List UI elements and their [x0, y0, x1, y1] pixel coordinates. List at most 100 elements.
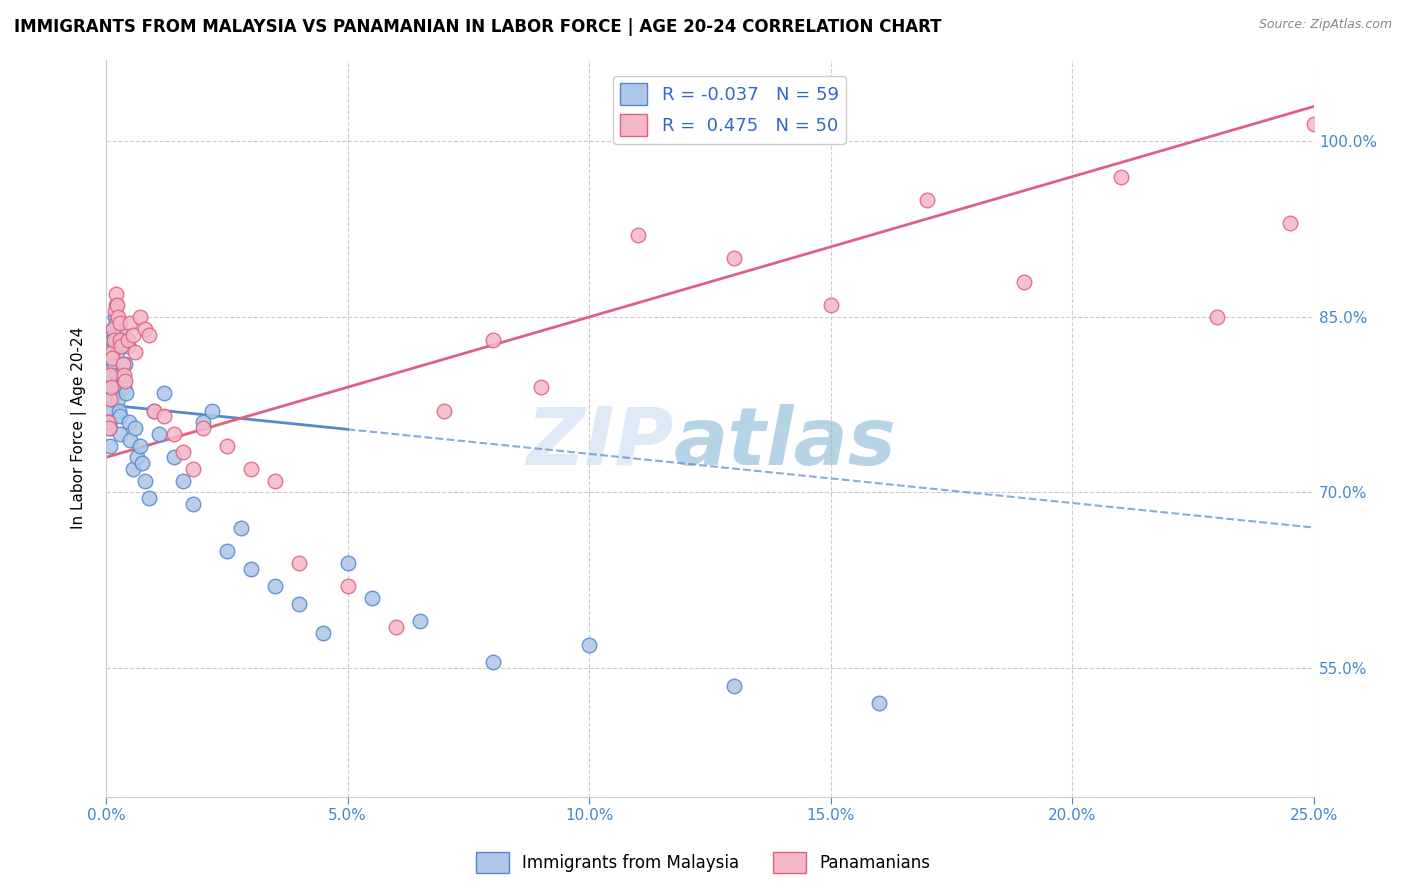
Point [124, 421, 146, 435]
Point [98, 439, 121, 453]
Point [1012, 275, 1035, 289]
Point [134, 474, 156, 488]
Point [101, 351, 124, 365]
Point [103, 357, 125, 371]
Point [172, 444, 194, 458]
Point [104, 286, 127, 301]
Point [215, 439, 238, 453]
Point [239, 462, 262, 476]
Point [288, 597, 311, 611]
Point [112, 368, 135, 383]
Point [1278, 216, 1301, 230]
Point [101, 345, 124, 359]
Point [114, 357, 136, 371]
Point [723, 679, 745, 693]
Point [191, 415, 214, 429]
Point [215, 544, 238, 558]
Point [138, 491, 160, 506]
Point [98, 421, 121, 435]
Point [111, 357, 134, 371]
Point [115, 386, 138, 401]
Point [103, 321, 125, 335]
Point [336, 579, 359, 593]
Point [100, 362, 122, 376]
Point [120, 316, 142, 330]
Point [117, 339, 139, 353]
Point [626, 228, 648, 243]
Text: Source: ZipAtlas.com: Source: ZipAtlas.com [1258, 18, 1392, 31]
Point [108, 409, 131, 424]
Point [191, 421, 214, 435]
Point [110, 339, 132, 353]
Point [868, 696, 890, 710]
Point [112, 380, 135, 394]
Point [114, 375, 136, 389]
Point [104, 298, 127, 312]
Point [108, 403, 131, 417]
Point [153, 409, 176, 424]
Point [101, 392, 124, 406]
Point [110, 334, 132, 348]
Point [120, 433, 142, 447]
Point [433, 403, 456, 417]
Point [104, 304, 127, 318]
Point [131, 456, 153, 470]
Point [231, 520, 253, 534]
Point [148, 427, 170, 442]
Point [104, 327, 127, 342]
Point [98, 415, 121, 429]
Point [107, 375, 129, 389]
Point [312, 626, 335, 640]
Point [409, 614, 432, 628]
Point [288, 556, 311, 570]
Point [264, 474, 287, 488]
Point [163, 450, 186, 465]
Point [98, 421, 121, 435]
Legend: Immigrants from Malaysia, Panamanians: Immigrants from Malaysia, Panamanians [470, 846, 936, 880]
Y-axis label: In Labor Force | Age 20-24: In Labor Force | Age 20-24 [72, 327, 87, 529]
Point [98, 368, 121, 383]
Point [134, 321, 156, 335]
Point [143, 403, 166, 417]
Point [360, 591, 382, 605]
Point [481, 334, 503, 348]
Point [105, 298, 128, 312]
Point [117, 334, 139, 348]
Point [118, 415, 141, 429]
Point [108, 316, 131, 330]
Point [100, 380, 122, 394]
Point [264, 579, 287, 593]
Point [201, 403, 224, 417]
Point [103, 321, 125, 335]
Point [336, 556, 359, 570]
Point [101, 345, 124, 359]
Point [153, 386, 176, 401]
Point [104, 316, 127, 330]
Point [127, 450, 149, 465]
Point [107, 392, 129, 406]
Point [111, 327, 134, 342]
Point [97, 403, 120, 417]
Point [105, 368, 128, 383]
Text: IMMIGRANTS FROM MALAYSIA VS PANAMANIAN IN LABOR FORCE | AGE 20-24 CORRELATION CH: IMMIGRANTS FROM MALAYSIA VS PANAMANIAN I… [14, 18, 942, 36]
Point [121, 462, 143, 476]
Point [239, 561, 262, 575]
Point [121, 327, 143, 342]
Point [105, 345, 128, 359]
Point [530, 380, 553, 394]
Point [107, 310, 129, 324]
Point [1109, 169, 1132, 184]
Point [103, 334, 125, 348]
Legend: R = -0.037   N = 59, R =  0.475   N = 50: R = -0.037 N = 59, R = 0.475 N = 50 [613, 76, 846, 144]
Point [101, 334, 124, 348]
Point [181, 462, 204, 476]
Text: atlas: atlas [673, 404, 897, 482]
Point [97, 386, 120, 401]
Point [181, 497, 204, 511]
Point [104, 310, 127, 324]
Point [820, 298, 842, 312]
Point [1206, 310, 1229, 324]
Point [110, 427, 132, 442]
Point [143, 403, 166, 417]
Point [1303, 117, 1326, 131]
